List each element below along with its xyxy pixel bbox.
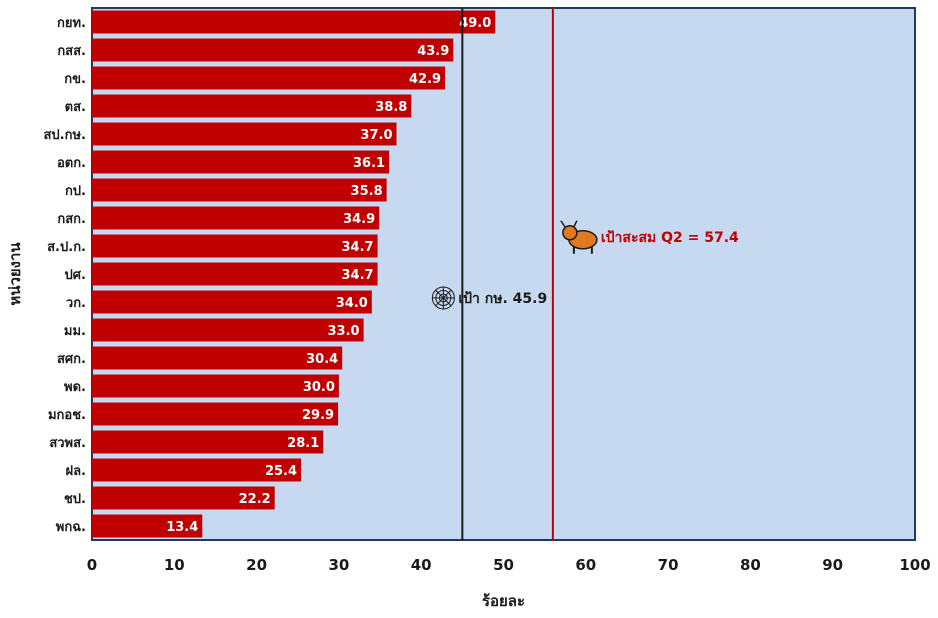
bar-value-label: 49.0 xyxy=(459,16,491,31)
x-tick-label: 50 xyxy=(493,556,514,574)
bar xyxy=(92,66,446,90)
bar-value-label: 36.1 xyxy=(353,156,385,171)
bar xyxy=(92,38,454,62)
category-label: สวพส. xyxy=(49,436,86,451)
x-tick-labels: 0 10 20 30 40 50 60 70 80 90 100 xyxy=(87,556,931,574)
bar xyxy=(92,290,372,314)
bar xyxy=(92,514,203,538)
x-tick-label: 90 xyxy=(822,556,843,574)
bar-value-label: 34.7 xyxy=(342,268,374,283)
bar-value-label: 35.8 xyxy=(351,184,383,199)
x-tick-label: 100 xyxy=(899,556,930,574)
bar xyxy=(92,458,302,482)
bar-value-label: 34.0 xyxy=(336,296,368,311)
reference-lines: เป้า กษ. 45.9 เป้าสะสม Q2 = 57.4 xyxy=(431,8,739,540)
bar xyxy=(92,430,324,454)
bar xyxy=(92,346,343,370)
x-tick-label: 30 xyxy=(328,556,349,574)
bar xyxy=(92,234,378,258)
category-label: ชป. xyxy=(64,492,86,507)
bar xyxy=(92,486,275,510)
x-tick-label: 0 xyxy=(87,556,97,574)
bar-value-label: 30.0 xyxy=(303,380,335,395)
category-label: กสก. xyxy=(57,212,86,227)
bar xyxy=(92,122,397,146)
bar-value-label: 33.0 xyxy=(328,324,360,339)
x-tick-label: 70 xyxy=(658,556,679,574)
category-label: อตก. xyxy=(57,156,86,171)
bar-value-label: 29.9 xyxy=(302,408,334,423)
bar xyxy=(92,318,364,342)
bars-group: 49.0 43.9 42.938.8 37.0 36.1 35.8 34.9 34.7 34.7… xyxy=(92,10,496,538)
bar-value-label: 43.9 xyxy=(417,44,449,59)
bar-value-label: 42.9 xyxy=(409,72,441,87)
bar xyxy=(92,402,339,426)
x-tick-label: 20 xyxy=(246,556,267,574)
category-label: ปศ. xyxy=(65,268,86,283)
bar-value-label: 22.2 xyxy=(239,492,271,507)
target-annotation: เป้า กษ. 45.9 xyxy=(458,291,547,307)
bar-value-label: 25.4 xyxy=(265,464,297,479)
category-labels: กยท. กสส. กข. ตส. สป.กษ. อตก. กป. กสก. ส.ป.ก. ปศ.… xyxy=(43,16,86,535)
category-label: กสส. xyxy=(57,44,86,59)
category-label: ตส. xyxy=(65,100,86,115)
x-tick-label: 40 xyxy=(411,556,432,574)
bar-value-label: 38.8 xyxy=(375,100,407,115)
category-label: มม. xyxy=(64,324,86,339)
spider-web-icon xyxy=(431,286,455,310)
category-label: กยท. xyxy=(57,16,86,31)
bar-value-label: 28.1 xyxy=(287,436,319,451)
bar xyxy=(92,206,380,230)
category-label: กข. xyxy=(64,72,86,87)
category-label: พกฉ. xyxy=(56,520,86,535)
y-axis-title: หน่วยงาน xyxy=(6,242,24,306)
bar xyxy=(92,374,339,398)
category-label: มกอช. xyxy=(48,408,86,423)
category-label: พด. xyxy=(64,380,86,395)
bar xyxy=(92,94,412,118)
bar-value-label: 37.0 xyxy=(360,128,392,143)
category-label: วก. xyxy=(66,296,86,311)
bar-value-label: 13.4 xyxy=(166,520,198,535)
bar xyxy=(92,262,378,286)
x-tick-label: 60 xyxy=(575,556,596,574)
cumulative-target-annotation: เป้าสะสม Q2 = 57.4 xyxy=(601,230,739,246)
bar-value-label: 30.4 xyxy=(306,352,338,367)
x-axis-title: ร้อยละ xyxy=(482,592,525,610)
bar xyxy=(92,150,390,174)
ox-icon xyxy=(560,220,598,254)
bar xyxy=(92,10,496,34)
category-label: ส.ป.ก. xyxy=(47,240,86,255)
x-tick-label: 10 xyxy=(164,556,185,574)
bar xyxy=(92,178,387,202)
bar-value-label: 34.7 xyxy=(342,240,374,255)
category-label: กป. xyxy=(65,184,86,199)
bar-value-label: 34.9 xyxy=(343,212,375,227)
x-tick-label: 80 xyxy=(740,556,761,574)
category-label: สศก. xyxy=(57,352,86,367)
category-label: สป.กษ. xyxy=(43,128,86,143)
category-label: ฝล. xyxy=(65,464,86,479)
